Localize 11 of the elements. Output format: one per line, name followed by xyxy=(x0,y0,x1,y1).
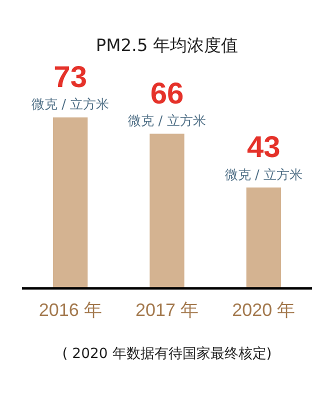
annotation: 微克 / 立方米 xyxy=(128,112,206,129)
annotation: 微克 / 立方米 xyxy=(224,166,302,183)
data-label: 43 xyxy=(246,131,280,164)
data-label: 73 xyxy=(54,61,88,94)
annotation: 微克 / 立方米 xyxy=(32,96,110,113)
chart-title: PM2.5 年均浓度值 xyxy=(94,35,240,57)
x-tick-label: 2020 年 xyxy=(232,300,296,320)
x-tick-label: 2016 年 xyxy=(38,300,102,320)
data-label: 66 xyxy=(150,77,184,110)
x-tick-label: 2017 年 xyxy=(135,300,199,320)
text: ( 2020 年数据有待国家最终核定) xyxy=(61,345,273,363)
